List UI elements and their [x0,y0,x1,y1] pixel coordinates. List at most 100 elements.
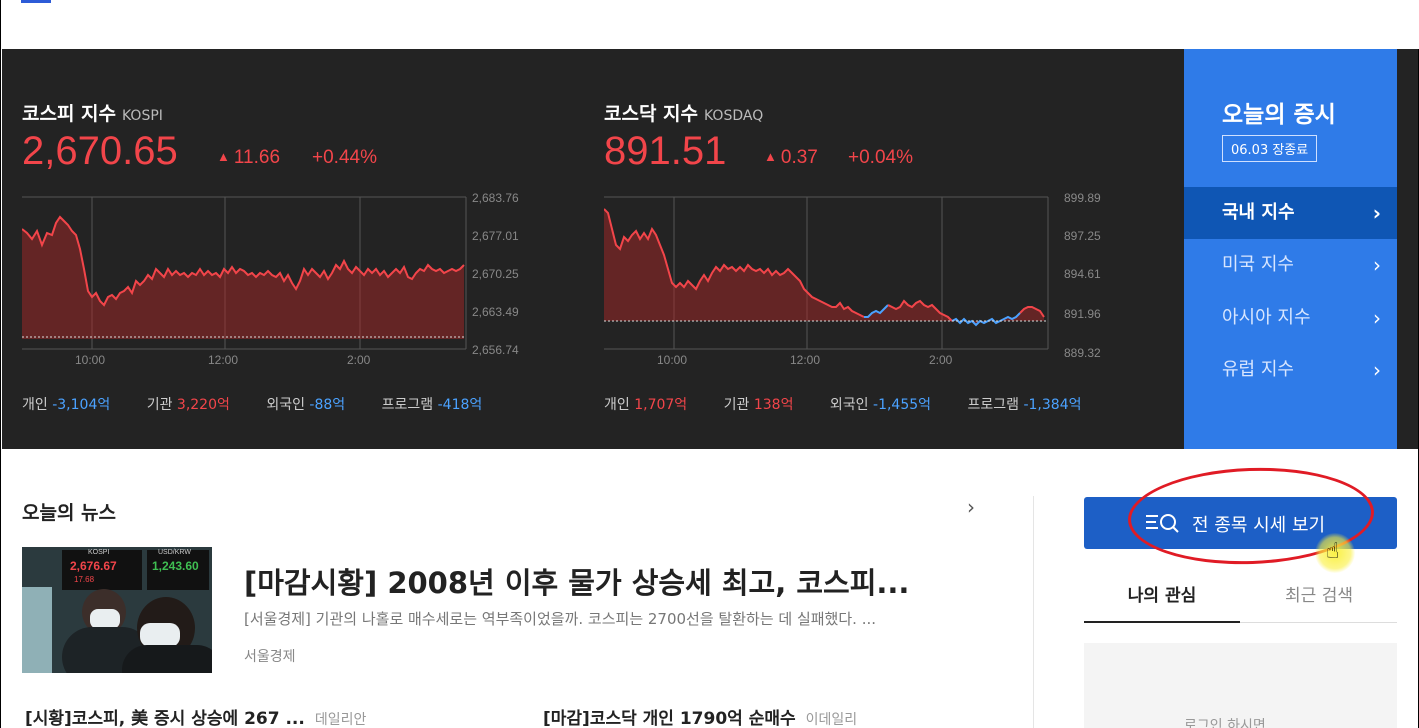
news-sub-title[interactable]: [시황]코스피, 美 증시 상승에 267 ... [25,709,305,728]
investor-institution: 기관 138억 [724,397,794,413]
thumb-screen-kospi [62,550,142,590]
investor-label: 기관 [723,397,750,413]
nav-label: 국내 지수 [1222,202,1295,223]
kosdaq-ytick-0: 899.89 [1064,191,1101,205]
news-thumbnail[interactable]: KOSPI 2,676.67 17.68 USD/KRW 1,243.60 [22,547,212,673]
news-sub-source: 이데일리 [805,712,858,728]
kosdaq-xtick-0: 10:00 [657,353,687,367]
thumb-mask-2 [140,623,180,647]
investor-value: -3,104억 [52,397,111,413]
watch-tabs: 나의 관심 최근 검색 [1084,580,1397,623]
kosdaq-xtick-2: 2:00 [929,353,953,367]
today-market-panel: 오늘의 증시 06.03 장종료 국내 지수 › 미국 지수 › 아시아 지수 › 유… [1184,49,1397,449]
investor-program: 프로그램 -418억 [382,397,483,413]
thumb-kospi-change: 17.68 [74,575,95,584]
kospi-code: KOSPI [122,108,163,124]
kospi-panel[interactable]: 코스피 지수 KOSPI 2,670.65 ▲ 11.66 +0.44% 2,683… [2,49,562,449]
thumb-kospi-label: KOSPI [88,549,110,556]
kosdaq-chart: 899.89 897.25 894.61 891.96 889.32 10:00… [604,189,1144,379]
investor-value: 3,220억 [176,397,230,413]
kospi-ytick-4: 2,656.74 [472,343,519,357]
news-headline[interactable]: [마감시황] 2008년 이후 물가 상승세 최고, 코스피... [244,566,910,600]
kosdaq-title: 코스닥 지수 KOSDAQ [604,99,763,126]
news-sub-item[interactable]: [시황]코스피, 美 증시 상승에 267 ... 데일리안 [25,704,366,728]
kospi-xtick-2: 2:00 [347,353,371,367]
news-heading: 오늘의 뉴스 [22,502,117,524]
thumb-monitor [22,587,52,673]
thumb-kospi-value: 2,676.67 [70,559,117,573]
list-search-icon [1146,514,1179,533]
investor-value: 1,707억 [634,397,688,413]
chevron-right-icon: › [1373,253,1381,277]
kospi-title: 코스피 지수 KOSPI [22,99,163,126]
kosdaq-ytick-2: 894.61 [1064,267,1101,281]
kosdaq-area [604,209,1044,325]
nav-label: 아시아 지수 [1222,307,1311,328]
kospi-title-label: 코스피 지수 [22,103,117,125]
tab-recent-search[interactable]: 최근 검색 [1285,586,1353,606]
kospi-change-pct: +0.44% [312,147,377,168]
login-prompt-box: 로그인 하시면 [1084,643,1397,728]
kospi-ytick-0: 2,683.76 [472,191,519,205]
chevron-right-icon[interactable]: › [967,495,975,519]
chevron-right-icon: › [1372,201,1381,225]
investor-value: -1,384억 [1023,397,1082,413]
kosdaq-ytick-3: 891.96 [1064,307,1101,321]
investor-value: 138억 [753,397,794,413]
market-status-badge: 06.03 장종료 [1222,135,1318,162]
investor-value: -418억 [437,397,483,413]
kosdaq-line-down-1 [864,304,889,318]
investor-label: 개인 [22,397,48,413]
kosdaq-title-label: 코스닥 지수 [604,103,699,125]
investor-individual: 개인 -3,104억 [22,397,110,413]
nav-domestic-index[interactable]: 국내 지수 › [1184,187,1397,239]
investor-label: 개인 [604,397,630,413]
kospi-xtick-1: 12:00 [208,353,238,367]
investor-institution: 기관 3,220억 [147,397,230,413]
chevron-right-icon: › [1373,358,1381,382]
investor-label: 외국인 [829,397,869,413]
chevron-right-icon: › [1373,306,1381,330]
cursor-highlight: ☝ [1315,533,1355,573]
kosdaq-panel[interactable]: 코스닥 지수 KOSDAQ 891.51 ▲ 0.37 +0.04% 899.89 … [584,49,1144,449]
divider [1033,496,1034,728]
nav-europe-index[interactable]: 유럽 지수 › [1184,344,1397,396]
tab-my-interest[interactable]: 나의 관심 [1084,580,1240,623]
thumb-person2-body [122,645,212,673]
nav-label: 유럽 지수 [1222,359,1294,380]
news-sub-title[interactable]: [마감]코스닥 개인 1790억 순매수 [543,709,796,728]
kospi-xtick-0: 10:00 [75,353,105,367]
kospi-change: ▲ 11.66 [217,147,280,169]
kospi-area [22,217,464,339]
nav-us-index[interactable]: 미국 지수 › [1184,239,1397,291]
kospi-ytick-1: 2,677.01 [472,229,519,243]
investor-value: -88억 [309,397,346,413]
investor-label: 외국인 [266,397,305,413]
kosdaq-line-down-2 [951,312,1021,327]
investor-foreign: 외국인 -1,455억 [830,397,931,413]
kospi-investors: 개인 -3,104억 기관 3,220억 외국인 -88억 프로그램 -418억 [22,394,514,414]
kosdaq-change-pct: +0.04% [848,147,913,168]
nav-asia-index[interactable]: 아시아 지수 › [1184,292,1397,344]
investor-program: 프로그램 -1,384억 [967,397,1081,413]
kosdaq-ytick-1: 897.25 [1064,229,1101,243]
logo[interactable] [21,0,51,3]
news-summary[interactable]: [서울경제] 기관의 나홀로 매수세로는 역부족이었을까. 코스피는 2700선… [244,610,877,628]
kosdaq-value: 891.51 [604,129,727,173]
kosdaq-change: ▲ 0.37 [764,147,818,169]
kospi-chart-svg: 2,683.76 2,677.01 2,670.25 2,663.49 2,65… [22,191,519,367]
kosdaq-ytick-4: 889.32 [1064,346,1101,360]
kospi-change-value: 11.66 [233,147,281,168]
thumb-screen-usd [147,550,209,590]
up-triangle-icon: ▲ [764,149,777,164]
market-panel: 코스피 지수 KOSPI 2,670.65 ▲ 11.66 +0.44% 2,683… [2,49,1418,449]
investor-value: -1,455억 [873,397,932,413]
nav-label: 미국 지수 [1222,254,1294,275]
kospi-ytick-3: 2,663.49 [472,305,519,319]
news-sub-item[interactable]: [마감]코스닥 개인 1790억 순매수 이데일리 [543,704,857,728]
hand-cursor-icon: ☝ [1326,539,1340,564]
kosdaq-xtick-1: 12:00 [790,353,820,367]
login-hint: 로그인 하시면 [1184,718,1266,728]
kosdaq-investors: 개인 1,707억 기관 138억 외국인 -1,455억 프로그램 -1,38… [604,394,1113,414]
thumb-mask [90,609,120,629]
